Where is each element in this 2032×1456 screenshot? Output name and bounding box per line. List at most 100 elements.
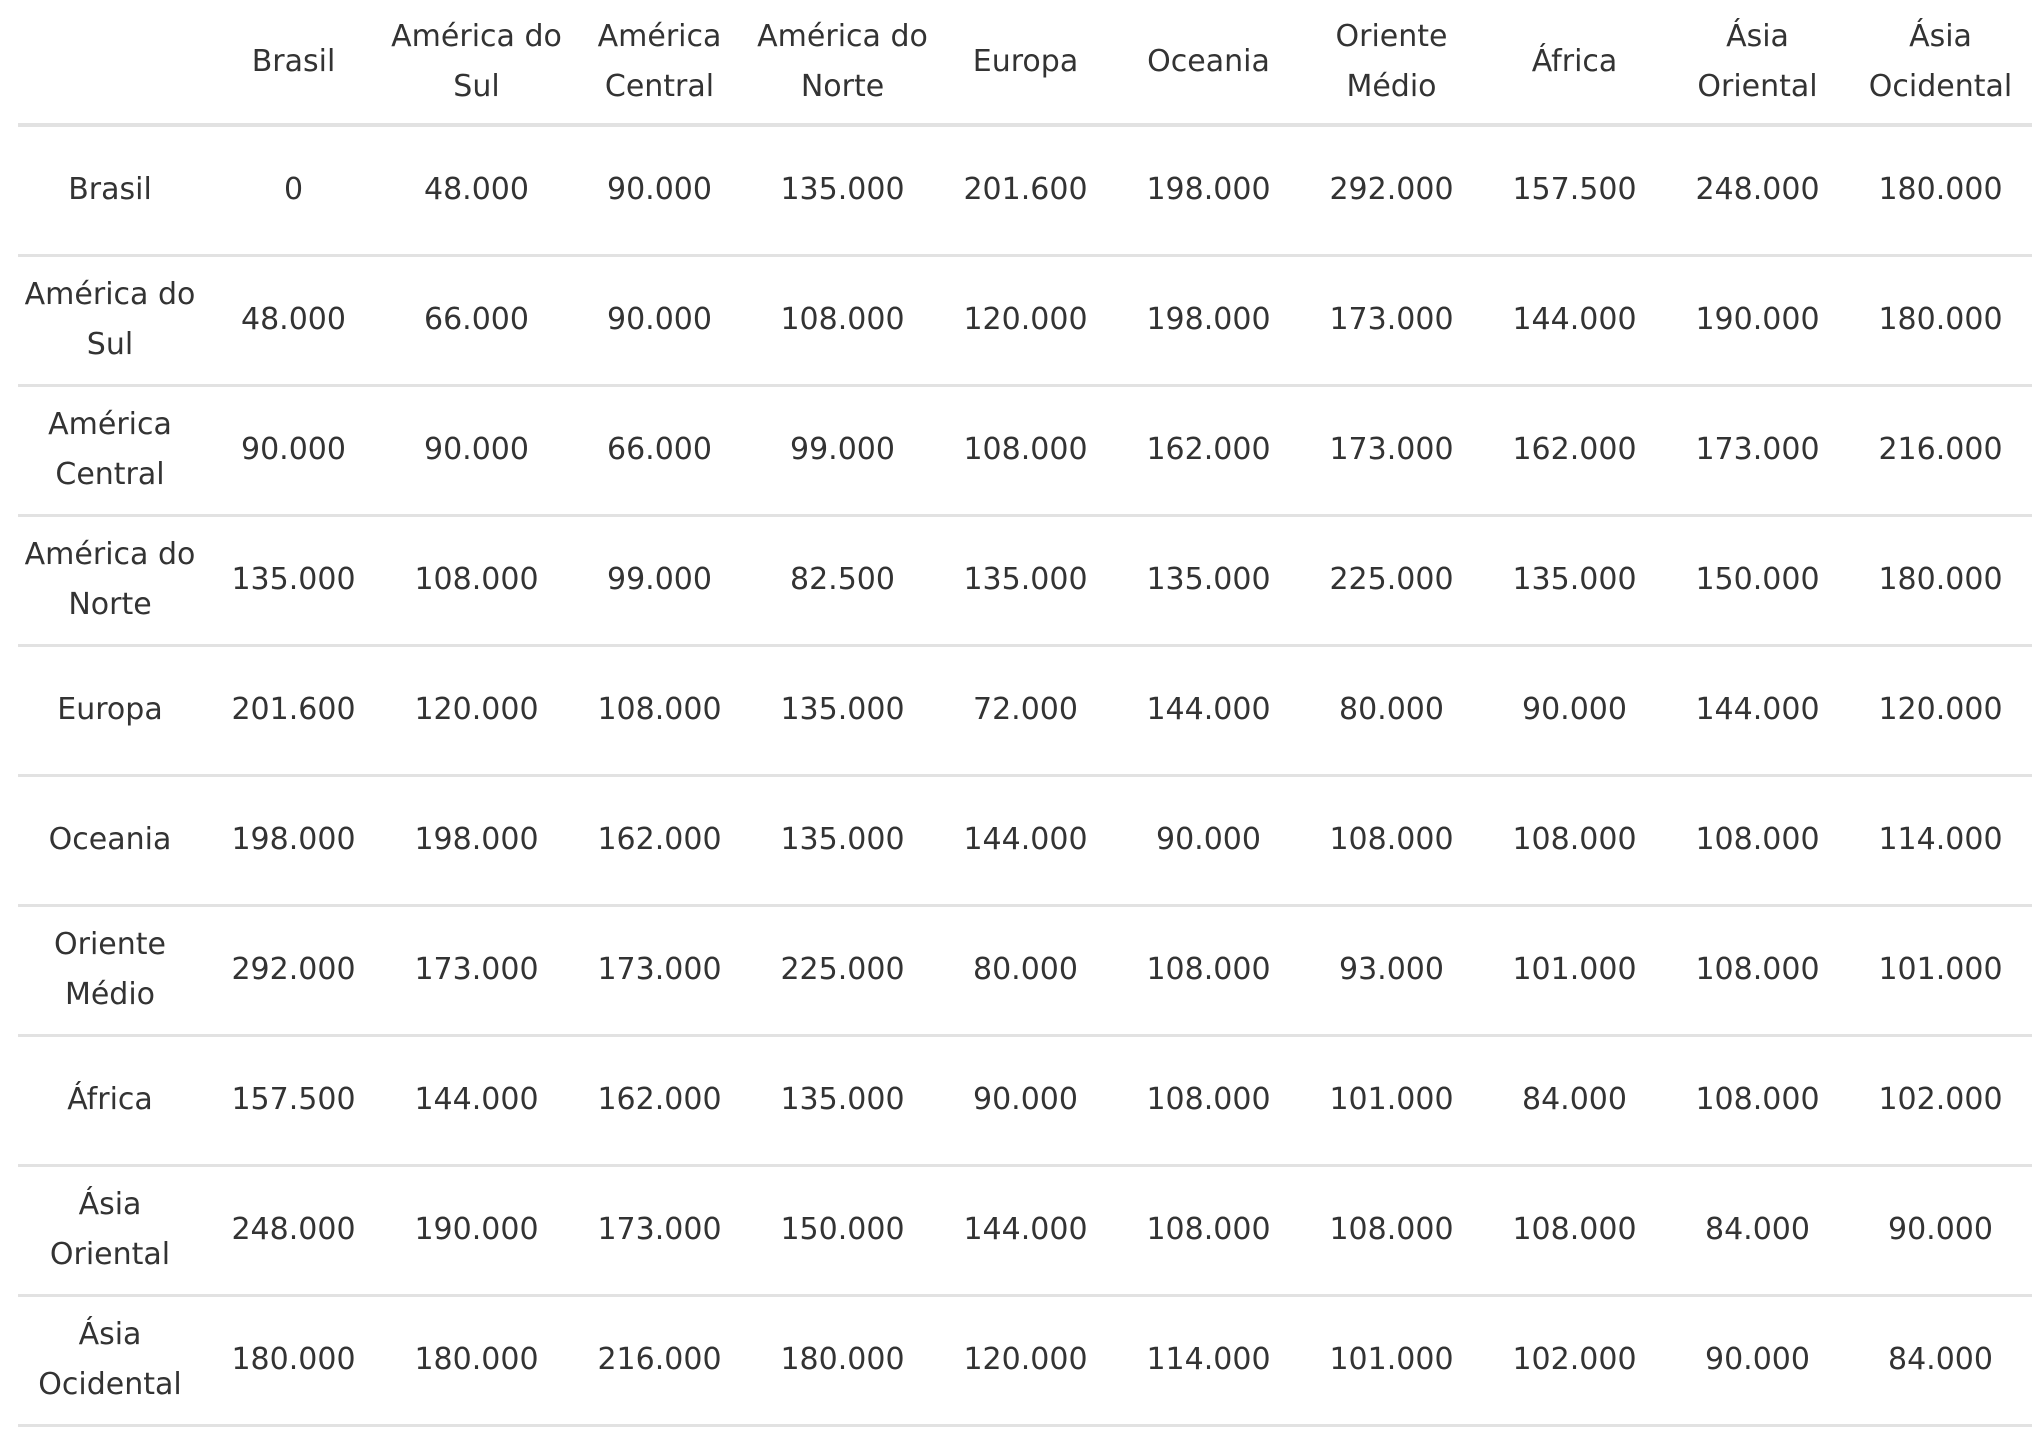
- column-header: África: [1483, 0, 1666, 127]
- table-cell: 135.000: [1117, 515, 1300, 647]
- table-row: Oceania 198.000 198.000 162.000 135.000 144.0…: [18, 775, 2032, 907]
- table-cell: 180.000: [1849, 125, 2032, 257]
- table-cell: 0: [202, 125, 385, 257]
- column-header: Oceania: [1117, 0, 1300, 127]
- table-cell: 135.000: [751, 125, 934, 257]
- table-cell: 173.000: [1300, 255, 1483, 387]
- table-cell: 292.000: [202, 905, 385, 1037]
- table-row: Ásia Oriental 248.000 190.000 173.000 150.00…: [18, 1165, 2032, 1297]
- table-cell: 162.000: [568, 775, 751, 907]
- table-cell: 90.000: [1849, 1165, 2032, 1297]
- table-cell: 108.000: [568, 645, 751, 777]
- table-cell: 101.000: [1849, 905, 2032, 1037]
- table-row: Brasil 0 48.000 90.000 135.000 201.600 198.000…: [18, 125, 2032, 257]
- table-cell: 144.000: [1666, 645, 1849, 777]
- table-cell: 90.000: [1483, 645, 1666, 777]
- table-cell: 216.000: [1849, 385, 2032, 517]
- table-cell: 198.000: [202, 775, 385, 907]
- table-cell: 120.000: [934, 1295, 1117, 1427]
- table-cell: 90.000: [934, 1035, 1117, 1167]
- table-cell: 190.000: [1666, 255, 1849, 387]
- column-header: Ásia Ocidental: [1849, 0, 2032, 127]
- table-cell: 135.000: [934, 515, 1117, 647]
- column-header: América do Norte: [751, 0, 934, 127]
- table-row: África 157.500 144.000 162.000 135.000 90.000…: [18, 1035, 2032, 1167]
- table-cell: 180.000: [385, 1295, 568, 1427]
- row-header: América do Sul: [18, 255, 202, 387]
- table-cell: 144.000: [934, 775, 1117, 907]
- column-header: Oriente Médio: [1300, 0, 1483, 127]
- table-cell: 108.000: [1483, 775, 1666, 907]
- table-cell: 162.000: [568, 1035, 751, 1167]
- table-cell: 108.000: [1300, 1165, 1483, 1297]
- row-header: Oriente Médio: [18, 905, 202, 1037]
- table-cell: 120.000: [385, 645, 568, 777]
- table-cell: 173.000: [1666, 385, 1849, 517]
- table-cell: 173.000: [568, 1165, 751, 1297]
- table-cell: 144.000: [1483, 255, 1666, 387]
- table-cell: 180.000: [1849, 255, 2032, 387]
- table-cell: 101.000: [1483, 905, 1666, 1037]
- table-row: América Central 90.000 90.000 66.000 99.000 1…: [18, 385, 2032, 517]
- table-cell: 135.000: [202, 515, 385, 647]
- table-cell: 162.000: [1117, 385, 1300, 517]
- row-header: África: [18, 1035, 202, 1167]
- table-body: Brasil 0 48.000 90.000 135.000 201.600 198.000…: [18, 125, 2032, 1427]
- table-cell: 108.000: [1117, 1035, 1300, 1167]
- table-cell: 90.000: [568, 125, 751, 257]
- table-cell: 248.000: [1666, 125, 1849, 257]
- table-cell: 101.000: [1300, 1295, 1483, 1427]
- table-cell: 190.000: [385, 1165, 568, 1297]
- table-cell: 114.000: [1117, 1295, 1300, 1427]
- table-cell: 90.000: [1666, 1295, 1849, 1427]
- table-cell: 102.000: [1849, 1035, 2032, 1167]
- table-cell: 157.500: [202, 1035, 385, 1167]
- table-cell: 180.000: [1849, 515, 2032, 647]
- table-cell: 108.000: [385, 515, 568, 647]
- table-header: Brasil América do Sul América Central Am…: [18, 0, 2032, 127]
- table-cell: 84.000: [1666, 1165, 1849, 1297]
- column-header: Ásia Oriental: [1666, 0, 1849, 127]
- header-row: Brasil América do Sul América Central Am…: [18, 0, 2032, 127]
- row-header: América Central: [18, 385, 202, 517]
- table-cell: 108.000: [1483, 1165, 1666, 1297]
- table-cell: 198.000: [1117, 255, 1300, 387]
- row-header: Europa: [18, 645, 202, 777]
- table-cell: 150.000: [1666, 515, 1849, 647]
- table-cell: 108.000: [1300, 775, 1483, 907]
- table-cell: 173.000: [385, 905, 568, 1037]
- table-cell: 201.600: [202, 645, 385, 777]
- table-cell: 72.000: [934, 645, 1117, 777]
- table-cell: 108.000: [751, 255, 934, 387]
- distance-table: Brasil América do Sul América Central Am…: [18, 0, 2032, 1427]
- table-cell: 150.000: [751, 1165, 934, 1297]
- table-cell: 173.000: [568, 905, 751, 1037]
- table-cell: 216.000: [568, 1295, 751, 1427]
- column-header: América Central: [568, 0, 751, 127]
- table-cell: 248.000: [202, 1165, 385, 1297]
- table-cell: 198.000: [385, 775, 568, 907]
- table-cell: 201.600: [934, 125, 1117, 257]
- table-cell: 135.000: [751, 775, 934, 907]
- distance-table-container: Brasil América do Sul América Central Am…: [18, 0, 2032, 1427]
- table-cell: 162.000: [1483, 385, 1666, 517]
- table-row: Europa 201.600 120.000 108.000 135.000 72.000…: [18, 645, 2032, 777]
- column-header: Europa: [934, 0, 1117, 127]
- table-cell: 48.000: [385, 125, 568, 257]
- table-cell: 144.000: [385, 1035, 568, 1167]
- table-cell: 93.000: [1300, 905, 1483, 1037]
- table-cell: 108.000: [1117, 905, 1300, 1037]
- table-cell: 102.000: [1483, 1295, 1666, 1427]
- table-cell: 108.000: [1666, 905, 1849, 1037]
- table-cell: 225.000: [751, 905, 934, 1037]
- table-cell: 82.500: [751, 515, 934, 647]
- table-row: América do Sul 48.000 66.000 90.000 108.000 1…: [18, 255, 2032, 387]
- table-cell: 108.000: [1666, 1035, 1849, 1167]
- table-cell: 180.000: [751, 1295, 934, 1427]
- row-header: Brasil: [18, 125, 202, 257]
- table-row: Oriente Médio 292.000 173.000 173.000 225.00…: [18, 905, 2032, 1037]
- table-cell: 198.000: [1117, 125, 1300, 257]
- table-cell: 80.000: [934, 905, 1117, 1037]
- table-cell: 135.000: [751, 645, 934, 777]
- table-cell: 144.000: [1117, 645, 1300, 777]
